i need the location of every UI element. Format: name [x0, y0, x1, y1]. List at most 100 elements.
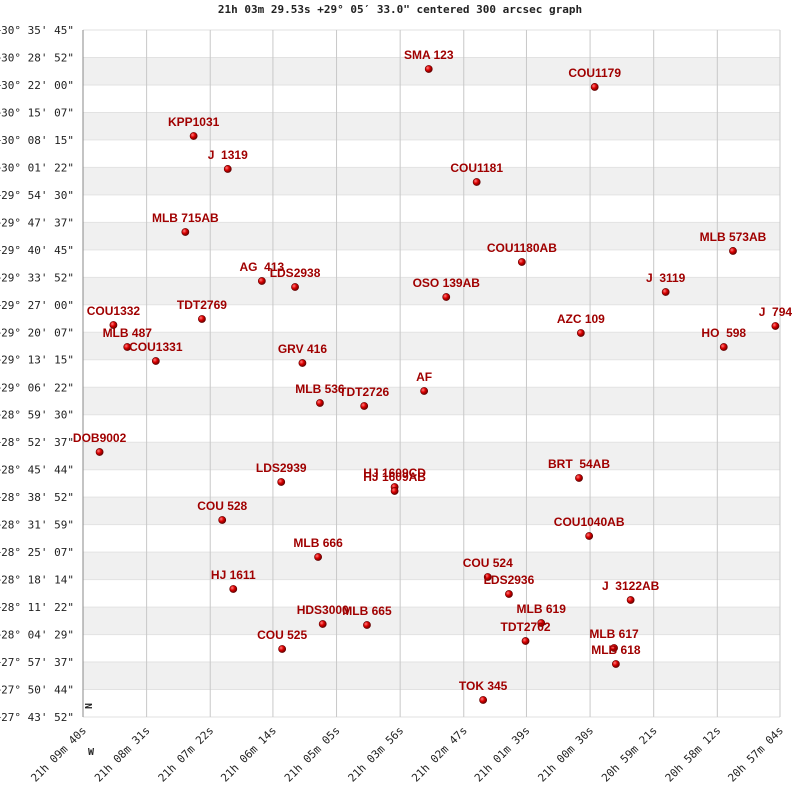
north-label: N: [84, 703, 95, 709]
star-label: MLB 666: [293, 536, 343, 550]
x-tick-label: 21h 01m 39s: [472, 724, 533, 785]
x-tick-label: 21h 05m 05s: [282, 724, 343, 785]
star-label: MLB 715AB: [152, 211, 219, 225]
star-label: MLB 536: [295, 382, 345, 396]
y-tick-label: +28° 59' 30": [0, 409, 74, 422]
star-label: COU 524: [463, 556, 513, 570]
star-point: [181, 228, 190, 236]
y-tick-label: +28° 11' 22": [0, 601, 74, 614]
star-label: MLB 617: [589, 627, 639, 641]
star-point: [363, 621, 371, 629]
star-label: MLB 573AB: [700, 230, 767, 244]
star-point: [198, 315, 206, 323]
star-point: [314, 553, 322, 561]
y-tick-label: +28° 38' 52": [0, 491, 74, 504]
star-point: [483, 573, 492, 581]
y-tick-label: +28° 04' 29": [0, 629, 74, 642]
star-point: [585, 532, 594, 540]
y-tick-label: +30° 28' 52": [0, 52, 74, 65]
grid-band: [83, 607, 780, 635]
star-label: J 1319: [208, 148, 248, 162]
star-label: LDS2939: [256, 461, 307, 475]
star-point: [109, 321, 118, 329]
star-point: [575, 474, 583, 482]
star-point: [277, 478, 286, 486]
star-point: [424, 65, 433, 73]
x-tick-label: 21h 08m 31s: [92, 724, 153, 785]
star-label: COU1181: [450, 161, 503, 175]
west-label: W: [88, 747, 95, 758]
grid-band: [83, 167, 780, 195]
star-label: J 794: [759, 305, 793, 319]
y-tick-label: +29° 20' 07": [0, 326, 74, 339]
star-point: [218, 516, 227, 524]
star-label: HO 598: [701, 326, 746, 340]
star-label: HDS3000: [297, 603, 349, 617]
star-label: MLB 618: [591, 643, 641, 657]
grid-band: [83, 112, 780, 140]
star-label: OSO 139AB: [413, 276, 481, 290]
star-label: COU1180AB: [487, 241, 557, 255]
star-label: HJ 1609CD: [363, 466, 426, 480]
star-label: DOB9002: [73, 431, 127, 445]
y-tick-label: +27° 57' 37": [0, 656, 74, 669]
grid-band: [83, 332, 780, 360]
y-tick-label: +30° 22' 00": [0, 79, 74, 92]
y-tick-label: +30° 08' 15": [0, 134, 74, 147]
star-point: [189, 132, 198, 140]
y-tick-label: +29° 06' 22": [0, 381, 74, 394]
star-label: LDS2938: [270, 266, 321, 280]
star-label: TDT2726: [339, 385, 389, 399]
star-point: [318, 620, 327, 628]
star-point: [151, 357, 160, 365]
star-label: COU1040AB: [554, 515, 625, 529]
star-point: [505, 590, 513, 598]
star-point: [291, 283, 299, 291]
star-point: [626, 596, 635, 604]
y-tick-label: +29° 54' 30": [0, 189, 74, 202]
y-tick-label: +28° 52' 37": [0, 436, 74, 449]
star-point: [729, 247, 737, 255]
star-label: TDT2702: [501, 620, 551, 634]
y-tick-label: +28° 18' 14": [0, 574, 74, 587]
x-tick-label: 21h 06m 14s: [218, 724, 279, 785]
y-tick-label: +29° 40' 45": [0, 244, 74, 257]
star-point: [719, 343, 728, 351]
star-label: COU1331: [129, 340, 183, 354]
star-label: MLB 619: [517, 602, 567, 616]
star-point: [521, 637, 530, 645]
star-point: [590, 83, 599, 91]
star-point: [611, 660, 620, 668]
star-label: AG 413: [240, 260, 285, 274]
star-point: [390, 487, 399, 495]
grid-band: [83, 442, 780, 470]
star-point: [95, 448, 104, 456]
star-label: COU 528: [197, 499, 247, 513]
star-label: KPP1031: [168, 115, 220, 129]
star-label: MLB 487: [103, 326, 153, 340]
y-tick-label: +29° 27' 00": [0, 299, 74, 312]
y-tick-label: +27° 43' 52": [0, 711, 74, 724]
grid-band: [83, 387, 780, 415]
star-point: [479, 696, 488, 704]
star-label: J 3119: [646, 271, 686, 285]
y-tick-label: +28° 25' 07": [0, 546, 74, 559]
star-point: [223, 165, 232, 173]
grid-band: [83, 552, 780, 580]
star-point: [517, 258, 526, 266]
y-tick-label: +28° 45' 44": [0, 464, 74, 477]
star-label: TOK 345: [459, 679, 508, 693]
star-point: [123, 343, 132, 351]
star-label: SMA 123: [404, 48, 454, 62]
star-point: [771, 322, 780, 330]
star-label: MLB 665: [342, 604, 392, 618]
star-point: [472, 178, 481, 186]
x-tick-label: 21h 09m 40s: [28, 724, 89, 785]
star-label: BRT 54AB: [548, 457, 610, 471]
star-point: [360, 402, 369, 410]
x-tick-label: 21h 00m 30s: [535, 724, 596, 785]
grid-band: [83, 662, 780, 690]
star-point: [257, 277, 266, 285]
grid-band: [83, 497, 780, 525]
